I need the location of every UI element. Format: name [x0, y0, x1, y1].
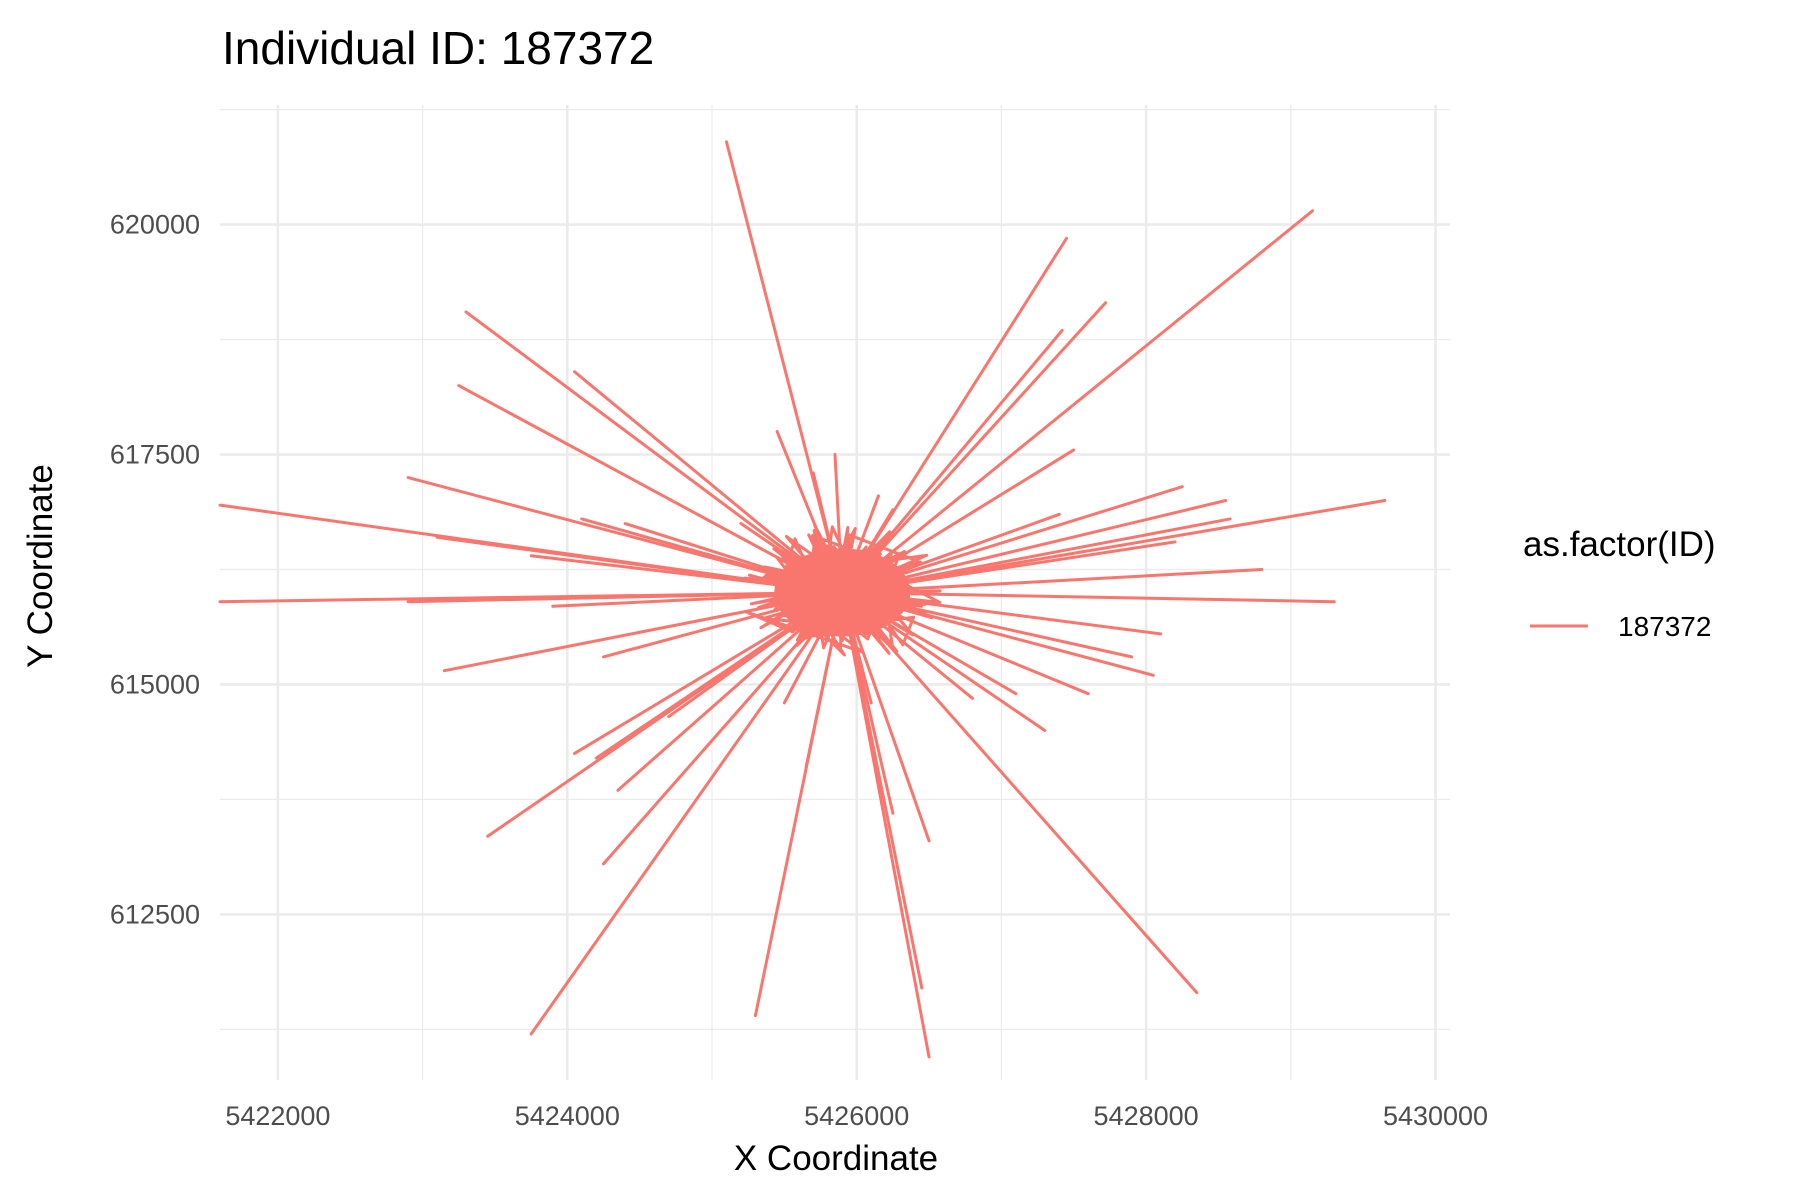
track-segment [464, 310, 844, 594]
track-segment [529, 591, 844, 1036]
track-segment [840, 591, 924, 990]
y-tick-label: 615000 [110, 669, 200, 699]
track-segment [840, 499, 1228, 594]
track-segment [218, 503, 844, 594]
legend-title: as.factor(ID) [1523, 525, 1716, 564]
track-segment [840, 499, 1387, 594]
track-segment [840, 328, 1064, 594]
chart-title: Individual ID: 187372 [222, 22, 654, 74]
y-tick-label: 617500 [110, 440, 200, 470]
track-segment [218, 591, 844, 604]
x-tick-label: 5426000 [804, 1101, 909, 1131]
track-segment [840, 301, 1108, 594]
x-axis-ticks: 5422000 5424000 5426000 5428000 5430000 [225, 1101, 1488, 1131]
x-tick-label: 5428000 [1094, 1101, 1199, 1131]
track-core [774, 548, 911, 637]
y-axis-ticks: 612500 615000 617500 620000 [110, 210, 200, 930]
y-axis-label: Y Coordinate [21, 464, 60, 668]
series-187372 [218, 140, 1387, 1059]
y-tick-label: 620000 [110, 210, 200, 240]
track-segment [840, 209, 1315, 594]
y-tick-label: 612500 [110, 899, 200, 929]
legend-label-187372: 187372 [1618, 611, 1711, 642]
legend: as.factor(ID) 187372 [1523, 525, 1716, 642]
track-segment [753, 591, 844, 1018]
x-tick-label: 5422000 [225, 1101, 330, 1131]
track-segment [840, 591, 1199, 995]
track-segment [573, 370, 844, 594]
x-tick-label: 5430000 [1383, 1101, 1488, 1131]
x-axis-label: X Coordinate [734, 1139, 938, 1178]
track-segment [442, 591, 844, 673]
x-tick-label: 5424000 [515, 1101, 620, 1131]
